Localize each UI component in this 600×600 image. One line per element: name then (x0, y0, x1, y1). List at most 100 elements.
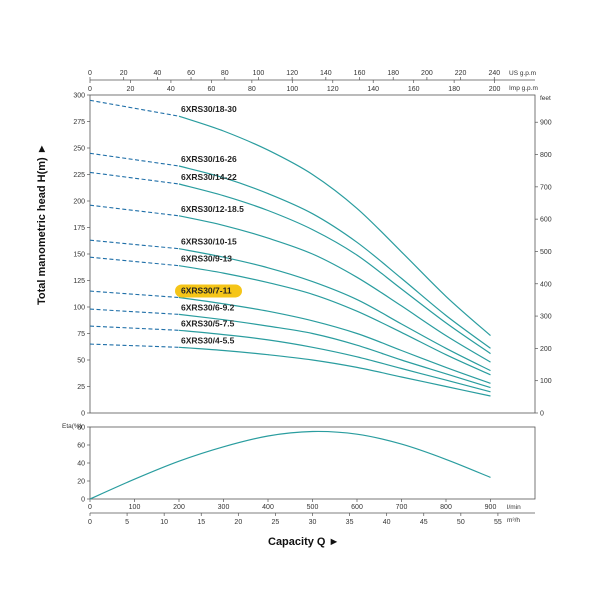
imp-gpm-tick-label: 140 (367, 86, 379, 93)
m3h-tick-label: 50 (457, 519, 465, 526)
us-gpm-tick-label: 120 (286, 70, 298, 77)
us-gpm-tick-label: 60 (187, 70, 195, 77)
us-gpm-tick-label: 80 (221, 70, 229, 77)
m3h-tick-label: 20 (234, 519, 242, 526)
head-curve-solid-segment (178, 115, 491, 337)
us-gpm-unit-label: US g.p.m (509, 70, 536, 77)
head-curve-dashed-segment (89, 256, 180, 267)
imp-gpm-unit-label: Imp g.p.m (509, 85, 538, 92)
imp-gpm-tick-label: 160 (408, 86, 420, 93)
head-y-tick-label: 25 (77, 384, 85, 391)
m3h-tick-label: 25 (272, 519, 280, 526)
head-curve-dashed-segment (89, 308, 180, 315)
m3h-tick-label: 0 (88, 519, 92, 526)
imp-gpm-tick-label: 200 (489, 86, 501, 93)
curve-label: 6XRS30/9-13 (181, 254, 232, 264)
head-y-tick-label: 275 (73, 119, 85, 126)
head-curve-dashed-segment (89, 325, 180, 331)
imp-gpm-tick-label: 100 (286, 86, 298, 93)
us-gpm-tick-label: 160 (354, 70, 366, 77)
head-y-tick-label: 300 (73, 93, 85, 100)
head-y-tick-label: 200 (73, 199, 85, 206)
us-gpm-tick-label: 20 (120, 70, 128, 77)
lmin-tick-label: 0 (88, 504, 92, 511)
m3h-tick-label: 45 (420, 519, 428, 526)
m3h-tick-label: 15 (197, 519, 205, 526)
eta-y-tick-label: 20 (77, 479, 85, 486)
head-y-tick-label: 225 (73, 172, 85, 179)
head-curve-solid-segment (178, 296, 491, 384)
curve-label: 6XRS30/5-7.5 (181, 318, 235, 328)
feet-tick-label: 0 (540, 411, 544, 418)
eta-y-tick-label: 0 (81, 497, 85, 504)
lmin-tick-label: 900 (485, 504, 497, 511)
lmin-tick-label: 500 (307, 504, 319, 511)
lmin-tick-label: 200 (173, 504, 185, 511)
m3h-tick-label: 35 (346, 519, 354, 526)
head-curve-solid-segment (178, 165, 491, 349)
head-curve-dashed-segment (89, 343, 180, 348)
m3h-tick-label: 30 (309, 519, 317, 526)
head-y-tick-label: 125 (73, 278, 85, 285)
imp-gpm-tick-label: 80 (248, 86, 256, 93)
eta-plot-frame (89, 426, 536, 500)
head-curve-solid-segment (178, 215, 491, 363)
imp-gpm-tick-label: 20 (127, 86, 135, 93)
feet-tick-label: 400 (540, 281, 552, 288)
head-curve-dashed-segment (89, 152, 180, 167)
feet-tick-label: 700 (540, 184, 552, 191)
eta-y-tick-label: 60 (77, 443, 85, 450)
head-curve-solid-segment (178, 329, 491, 393)
eta-axis-title: Eta(%) (62, 423, 82, 430)
feet-tick-label: 200 (540, 346, 552, 353)
curve-label: 6XRS30/4-5.5 (181, 335, 235, 345)
lmin-tick-label: 600 (351, 504, 363, 511)
feet-tick-label: 900 (540, 120, 552, 127)
imp-gpm-tick-label: 180 (448, 86, 460, 93)
feet-tick-label: 600 (540, 217, 552, 224)
lmin-tick-label: 800 (440, 504, 452, 511)
curve-label: 6XRS30/18-30 (181, 104, 237, 114)
imp-gpm-tick-label: 40 (167, 86, 175, 93)
lmin-tick-label: 400 (262, 504, 274, 511)
head-curve-solid-segment (178, 313, 491, 389)
m3h-tick-label: 10 (160, 519, 168, 526)
head-curve-solid-segment (178, 248, 491, 372)
imp-gpm-tick-label: 60 (207, 86, 215, 93)
imp-gpm-tick-label: 0 (88, 86, 92, 93)
head-y-tick-label: 50 (77, 358, 85, 365)
head-y-tick-label: 100 (73, 305, 85, 312)
m3h-tick-label: 55 (494, 519, 502, 526)
eta-y-tick-label: 40 (77, 461, 85, 468)
us-gpm-tick-label: 100 (253, 70, 265, 77)
us-gpm-tick-label: 140 (320, 70, 332, 77)
lmin-unit-label: l/min (507, 504, 521, 511)
feet-tick-label: 800 (540, 152, 552, 159)
eta-curve (89, 430, 491, 500)
highlight-badge (175, 284, 242, 298)
m3h-tick-label: 40 (383, 519, 391, 526)
feet-tick-label: 300 (540, 314, 552, 321)
head-curve-dashed-segment (89, 99, 180, 117)
lmin-tick-label: 700 (396, 504, 408, 511)
m3h-tick-label: 5 (125, 519, 129, 526)
us-gpm-tick-label: 40 (153, 70, 161, 77)
us-gpm-tick-label: 240 (488, 70, 500, 77)
head-curve-solid-segment (178, 265, 491, 376)
head-curve-solid-segment (178, 346, 491, 397)
head-curve-solid-segment (178, 183, 491, 355)
curve-label: 6XRS30/10-15 (181, 237, 237, 247)
feet-tick-label: 100 (540, 378, 552, 385)
head-y-tick-label: 175 (73, 225, 85, 232)
head-curve-dashed-segment (89, 204, 180, 217)
m3h-unit-label: m³/h (507, 517, 520, 524)
imp-gpm-tick-label: 120 (327, 86, 339, 93)
us-gpm-tick-label: 0 (88, 70, 92, 77)
us-gpm-tick-label: 180 (387, 70, 399, 77)
head-chart-panel: 0255075100125150175200225250275300010020… (73, 70, 551, 418)
feet-tick-label: 500 (540, 249, 552, 256)
lmin-tick-label: 300 (218, 504, 230, 511)
head-y-tick-label: 150 (73, 252, 85, 259)
